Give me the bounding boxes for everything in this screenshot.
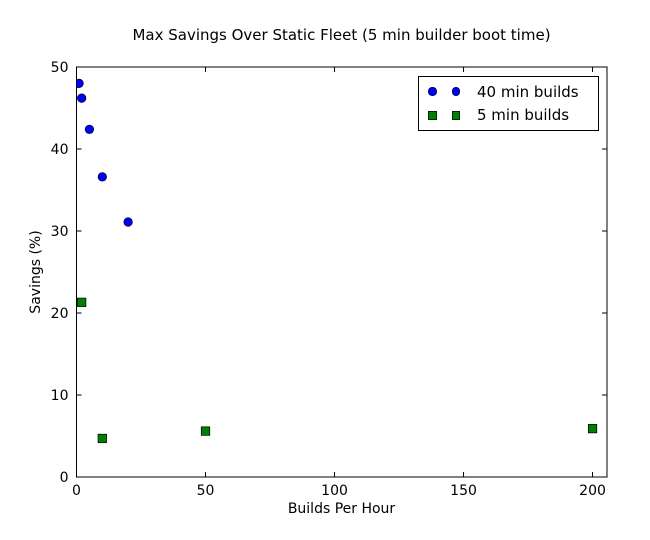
legend-square-marker-icon [451,111,460,120]
legend-label: 40 min builds [477,82,579,101]
data-point-square [587,424,598,434]
data-point-circle [84,124,95,134]
legend-circle-marker-icon [451,87,460,96]
y-tick-label: 40 [51,142,69,158]
y-tick-label: 10 [51,388,69,404]
data-point-circle [97,172,107,182]
y-tick-label: 20 [51,306,69,322]
y-tick-label: 50 [51,60,69,76]
legend-entry-5-min-builds: 5 min builds [428,104,598,126]
data-point-circle [77,93,87,103]
x-tick-label: 100 [321,483,348,499]
x-tick-label: 50 [197,483,215,499]
x-tick-label: 200 [579,483,606,499]
legend-circle-marker-icon [428,87,437,96]
data-point-circle [76,78,84,88]
data-point-square [97,433,107,444]
legend-entry-40-min-builds: 40 min builds [428,81,598,103]
chart-title: Max Savings Over Static Fleet (5 min bui… [132,26,551,44]
x-axis-label: Builds Per Hour [287,501,396,517]
legend-square-marker-icon [428,111,437,120]
legend-label: 5 min builds [477,106,570,125]
data-point-square [77,297,87,307]
x-tick-label: 150 [450,483,477,499]
data-point-circle [123,217,133,227]
legend-box: 40 min builds 5 min builds [418,76,599,131]
y-tick-label: 0 [60,470,69,486]
data-point-square [200,426,211,436]
axes-spines [76,66,608,478]
y-tick-label: 30 [51,224,69,240]
y-axis-label: Savings (%) [28,230,44,314]
x-tick-label: 0 [72,483,81,499]
